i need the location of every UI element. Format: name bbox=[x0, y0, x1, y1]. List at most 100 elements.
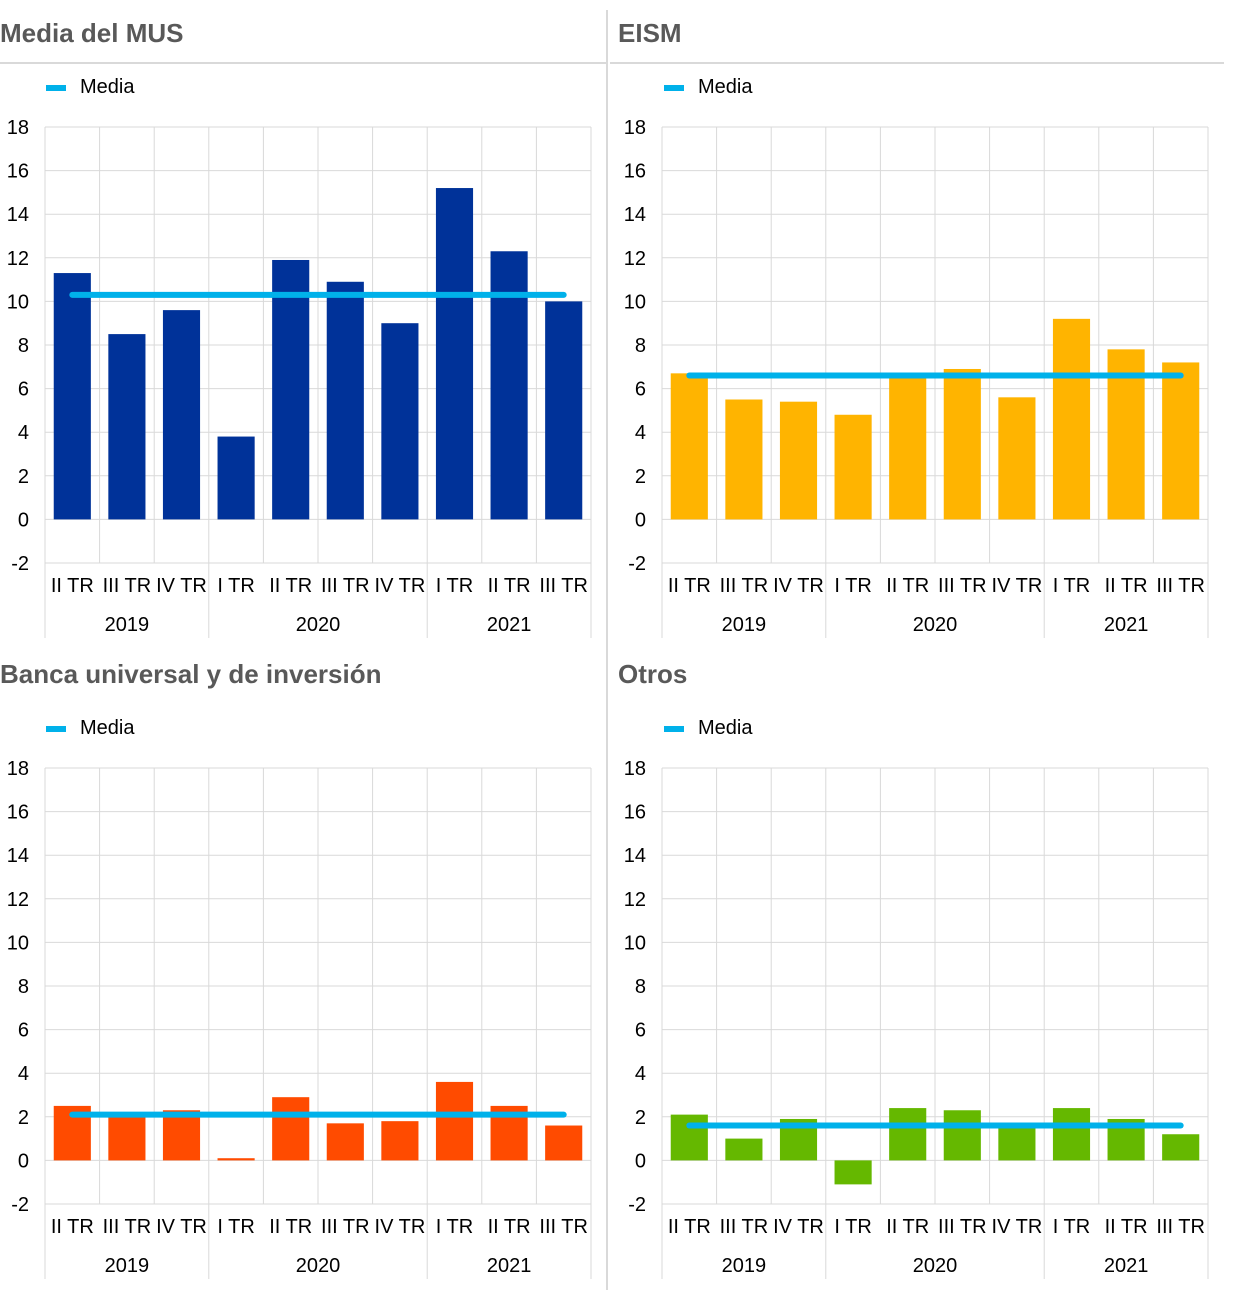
x-tick-label: IV TR bbox=[992, 1216, 1043, 1238]
y-tick-label: 12 bbox=[624, 889, 646, 911]
x-tick-label: I TR bbox=[436, 1216, 473, 1238]
y-tick-label: 8 bbox=[18, 976, 29, 998]
y-tick-label: 10 bbox=[624, 291, 646, 313]
x-tick-label: III TR bbox=[720, 1216, 769, 1238]
panel-separator bbox=[606, 10, 608, 1290]
bar bbox=[889, 377, 927, 520]
bar bbox=[889, 1108, 927, 1161]
y-tick-label: 6 bbox=[18, 1020, 29, 1042]
y-tick-label: 18 bbox=[624, 117, 646, 139]
x-tick-label: III TR bbox=[1156, 1216, 1205, 1238]
bar bbox=[998, 1125, 1036, 1161]
y-tick-label: 18 bbox=[624, 758, 646, 780]
bar bbox=[272, 259, 310, 520]
x-tick-label: III TR bbox=[539, 575, 588, 597]
y-tick-label: 16 bbox=[7, 802, 29, 824]
x-tick-label: III TR bbox=[938, 1216, 987, 1238]
y-tick-label: 0 bbox=[18, 1150, 29, 1172]
x-tick-label: II TR bbox=[51, 1216, 94, 1238]
x-tick-label: III TR bbox=[720, 575, 769, 597]
title-divider bbox=[610, 62, 1224, 64]
bar bbox=[670, 373, 708, 520]
x-tick-label: IV TR bbox=[773, 575, 824, 597]
bar bbox=[998, 397, 1036, 520]
bar bbox=[162, 310, 201, 520]
x-tick-label: I TR bbox=[834, 1216, 871, 1238]
y-tick-label: 2 bbox=[635, 1107, 646, 1129]
y-tick-label: 12 bbox=[624, 248, 646, 270]
bar bbox=[435, 1081, 474, 1161]
x-tick-label: IV TR bbox=[773, 1216, 824, 1238]
bar bbox=[834, 1160, 872, 1185]
y-tick-label: 6 bbox=[18, 379, 29, 401]
year-group-label: 2019 bbox=[722, 614, 767, 636]
x-tick-label: I TR bbox=[1053, 575, 1090, 597]
y-tick-label: 0 bbox=[18, 509, 29, 531]
legend: Media bbox=[46, 76, 134, 99]
y-tick-label: 6 bbox=[635, 379, 646, 401]
x-tick-label: I TR bbox=[436, 575, 473, 597]
x-tick-label: II TR bbox=[668, 575, 711, 597]
bar bbox=[943, 368, 981, 520]
y-tick-label: 14 bbox=[624, 204, 646, 226]
x-tick-label: III TR bbox=[1156, 575, 1205, 597]
legend-label: Media bbox=[698, 76, 753, 98]
chart-panel-eism: EISM Media 18 16 14 12 10 8 6 4 2 0 -2 II TR III TR I… bbox=[610, 0, 1224, 640]
bar bbox=[1162, 362, 1200, 520]
x-tick-label: III TR bbox=[103, 575, 152, 597]
bar bbox=[108, 334, 146, 520]
bar bbox=[725, 1138, 763, 1161]
y-tick-label: 16 bbox=[7, 161, 29, 183]
y-tick-label: -2 bbox=[628, 1194, 646, 1216]
x-tick-label: I TR bbox=[217, 1216, 254, 1238]
x-tick-label: II TR bbox=[269, 1216, 312, 1238]
year-group-label: 2020 bbox=[913, 614, 958, 636]
year-group-label: 2020 bbox=[913, 1255, 958, 1277]
x-tick-label: IV TR bbox=[156, 1216, 207, 1238]
legend-label: Media bbox=[80, 717, 135, 739]
title-divider bbox=[0, 62, 608, 64]
x-tick-label: IV TR bbox=[992, 575, 1043, 597]
x-tick-label: II TR bbox=[488, 1216, 531, 1238]
year-group-label: 2021 bbox=[487, 614, 532, 636]
year-group-label: 2019 bbox=[105, 614, 150, 636]
y-tick-label: 10 bbox=[7, 932, 29, 954]
y-tick-label: 4 bbox=[635, 1063, 646, 1085]
x-tick-label: II TR bbox=[668, 1216, 711, 1238]
x-tick-label: III TR bbox=[103, 1216, 152, 1238]
x-tick-label: I TR bbox=[834, 575, 871, 597]
y-tick-label: 8 bbox=[635, 335, 646, 357]
bar bbox=[217, 1158, 255, 1161]
bar bbox=[545, 301, 583, 520]
chart-panel-otros: Otros Media 18 16 14 12 10 8 6 4 2 0 -2 II TR III TR… bbox=[610, 641, 1220, 1281]
x-tick-label: II TR bbox=[51, 575, 94, 597]
panel-title: Otros bbox=[618, 659, 688, 689]
y-tick-label: 14 bbox=[7, 204, 29, 226]
bar bbox=[725, 399, 763, 520]
legend-swatch bbox=[664, 84, 684, 91]
y-tick-label: 6 bbox=[635, 1020, 646, 1042]
y-tick-label: 0 bbox=[635, 1150, 646, 1172]
y-tick-label: 4 bbox=[18, 1063, 29, 1085]
year-group-label: 2019 bbox=[105, 1255, 150, 1277]
bar bbox=[670, 1114, 708, 1161]
bar bbox=[834, 414, 872, 520]
bar bbox=[545, 1125, 583, 1161]
legend-swatch bbox=[664, 725, 684, 732]
bar bbox=[272, 1097, 310, 1161]
legend-label: Media bbox=[80, 76, 135, 98]
x-tick-label: II TR bbox=[1105, 1216, 1148, 1238]
y-tick-label: -2 bbox=[11, 1194, 29, 1216]
panel-title: Banca universal y de inversión bbox=[0, 659, 382, 689]
y-tick-label: 8 bbox=[18, 335, 29, 357]
y-tick-label: 14 bbox=[624, 845, 646, 867]
legend-swatch bbox=[46, 84, 66, 91]
x-tick-label: IV TR bbox=[375, 1216, 426, 1238]
legend: Media bbox=[46, 717, 134, 740]
bar bbox=[1052, 318, 1091, 520]
bar bbox=[162, 1110, 201, 1161]
